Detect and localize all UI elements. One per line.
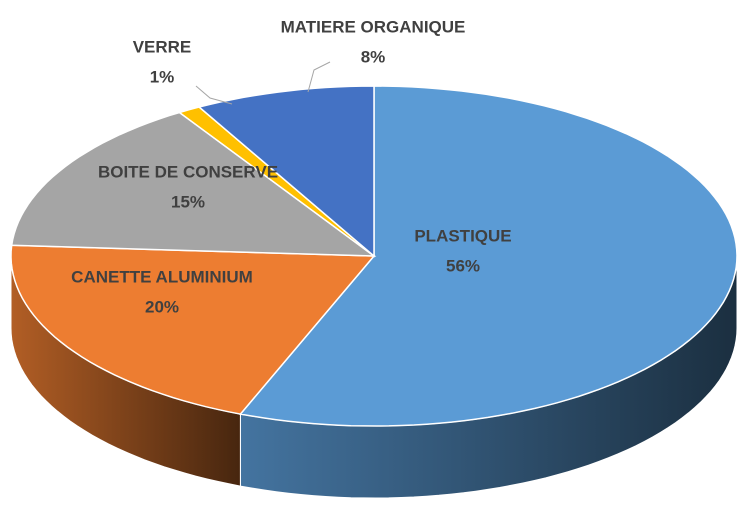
value-label: 20% [145,297,179,316]
slice [10,111,377,257]
leader-line [195,85,233,105]
leader-line [307,61,331,93]
category-label: MATIERE ORGANIQUE [281,17,466,36]
category-label: BOITE DE CONSERVE [98,162,278,181]
category-label: CANETTE ALUMINIUM [71,267,253,286]
category-label: VERRE [133,37,192,56]
category-label: PLASTIQUE [414,226,511,245]
slice [10,244,376,415]
slice [238,85,738,427]
value-label: 8% [361,47,386,66]
value-label: 15% [171,192,205,211]
value-label: 1% [150,67,175,86]
value-label: 56% [446,256,480,275]
slice [197,85,375,258]
